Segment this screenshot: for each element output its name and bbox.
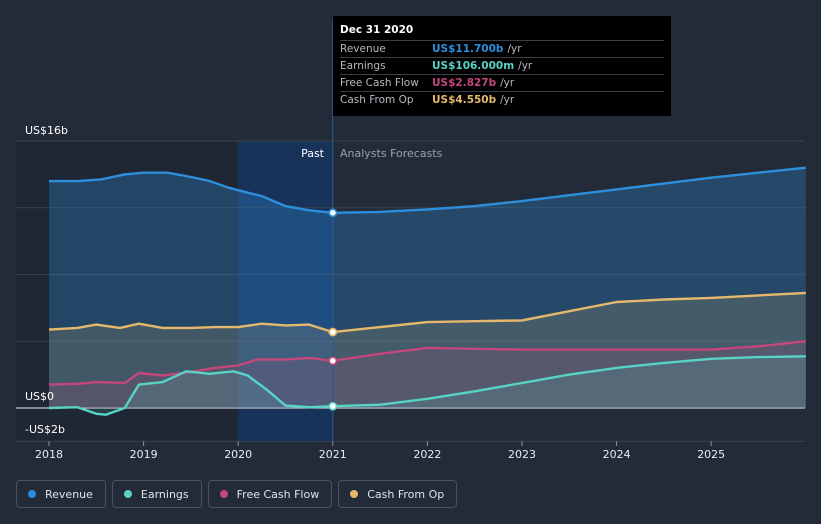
legend-label: Cash From Op (367, 487, 445, 501)
marker-earnings[interactable] (328, 401, 338, 411)
tooltip-row-value: US$11.700b (432, 43, 504, 55)
tooltip-row-earnings: Earnings US$106.000m /yr (340, 57, 664, 74)
tooltip-row-name: Revenue (340, 43, 386, 55)
legend-dot-free-cash-flow (219, 490, 228, 498)
legend-label: Earnings (140, 487, 189, 501)
tooltip-row-value: US$106.000m (432, 60, 515, 72)
y-axis-bottom-label: -US$2b (25, 423, 65, 436)
tooltip-row-value: US$4.550b (432, 94, 497, 106)
legend-dot-cash-from-op (350, 490, 359, 498)
legend-label: Revenue (45, 487, 93, 501)
forecast-label: Analysts Forecasts (340, 147, 443, 160)
line-revenue (49, 166, 806, 214)
tooltip-row-unit: /yr (507, 43, 522, 55)
legend-item-free-cash-flow[interactable]: Free Cash Flow (207, 480, 333, 508)
tooltip-row-unit: /yr (500, 77, 515, 89)
tooltip-date: Dec 31 2020 (340, 24, 414, 36)
x-tick-label: 2022 (413, 448, 441, 461)
legend-dot-earnings (123, 490, 132, 498)
legend-item-cash-from-op[interactable]: Cash From Op (338, 480, 458, 508)
y-axis-zero-label: US$0 (25, 390, 54, 403)
tooltip-row-revenue: Revenue US$11.700b /yr (340, 40, 664, 57)
tooltip-row-cash-from-op: Cash From Op US$4.550b /yr (340, 91, 664, 108)
x-tick-label: 2019 (130, 448, 158, 461)
tooltip-row-name: Free Cash Flow (340, 77, 419, 89)
x-tick-label: 2021 (319, 448, 347, 461)
legend-item-earnings[interactable]: Earnings (111, 480, 202, 508)
tooltip-row-name: Cash From Op (340, 94, 414, 106)
marker-cash-from-op[interactable] (328, 327, 338, 337)
x-tick-label: 2020 (224, 448, 252, 461)
past-region-band (16, 141, 239, 441)
x-tick-label: 2023 (508, 448, 536, 461)
area-cash-from-op (49, 292, 806, 408)
legend-item-revenue[interactable]: Revenue (16, 480, 106, 508)
marker-revenue[interactable] (328, 208, 338, 218)
area-earnings (49, 356, 806, 415)
past-label: Past (301, 147, 325, 160)
line-earnings (48, 355, 806, 416)
y-axis-top-label: US$16b (25, 124, 68, 137)
x-tick-label: 2025 (697, 448, 725, 461)
area-free-cash-flow (49, 341, 806, 408)
tooltip: Dec 31 2020 Revenue US$11.700b /yr Earni… (333, 16, 671, 116)
x-tick-label: 2018 (35, 448, 63, 461)
tooltip-row-value: US$2.827b (432, 77, 497, 89)
tooltip-row-unit: /yr (500, 94, 515, 106)
legend-label: Free Cash Flow (236, 487, 320, 501)
tooltip-row-free-cash-flow: Free Cash Flow US$2.827b /yr (340, 74, 664, 91)
area-revenue (49, 167, 806, 408)
marker-free-cash-flow[interactable] (328, 356, 338, 366)
highlight-band (238, 141, 333, 441)
legend: Revenue Earnings Free Cash Flow Cash Fro… (16, 480, 458, 508)
line-free-cash-flow (48, 340, 806, 386)
tooltip-row-name: Earnings (340, 60, 386, 72)
x-tick-label: 2024 (603, 448, 631, 461)
legend-dot-revenue (28, 490, 36, 498)
tooltip-row-unit: /yr (518, 60, 533, 72)
line-cash-from-op (48, 291, 806, 334)
